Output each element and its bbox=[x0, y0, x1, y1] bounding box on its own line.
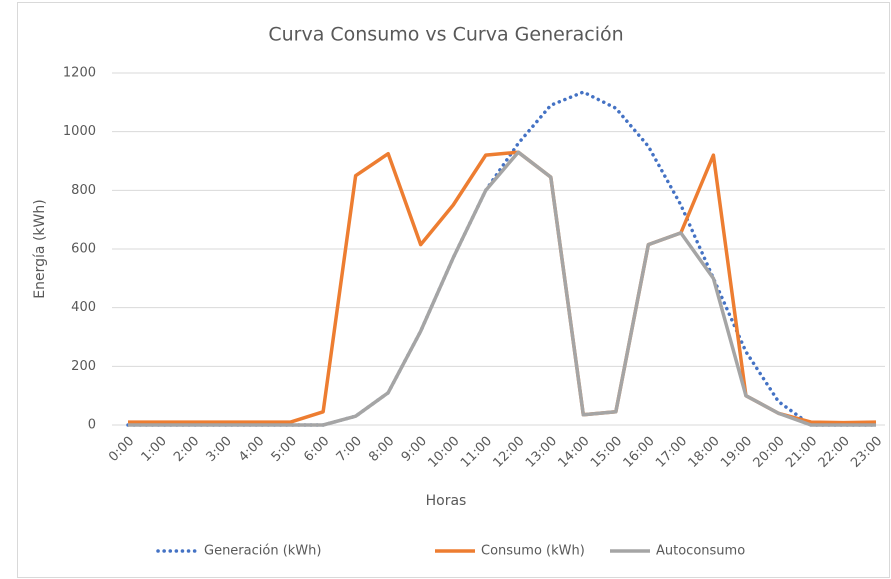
y-tick-label: 1200 bbox=[63, 66, 96, 81]
legend-label: Consumo (kWh) bbox=[481, 544, 585, 559]
chart-frame bbox=[17, 2, 890, 578]
y-axis-label: Energía (kWh) bbox=[32, 199, 48, 298]
legend-label: Generación (kWh) bbox=[204, 544, 321, 559]
y-tick-label: 600 bbox=[71, 242, 96, 257]
y-tick-label: 0 bbox=[88, 418, 96, 433]
y-tick-label: 200 bbox=[71, 359, 96, 374]
legend-label: Autoconsumo bbox=[656, 544, 745, 559]
series-line bbox=[128, 150, 876, 427]
y-tick-label: 800 bbox=[71, 183, 96, 198]
x-axis-label: Horas bbox=[426, 493, 467, 509]
y-tick-label: 1000 bbox=[63, 124, 96, 139]
chart-title: Curva Consumo vs Curva Generación bbox=[268, 24, 623, 46]
y-tick-label: 400 bbox=[71, 300, 96, 315]
